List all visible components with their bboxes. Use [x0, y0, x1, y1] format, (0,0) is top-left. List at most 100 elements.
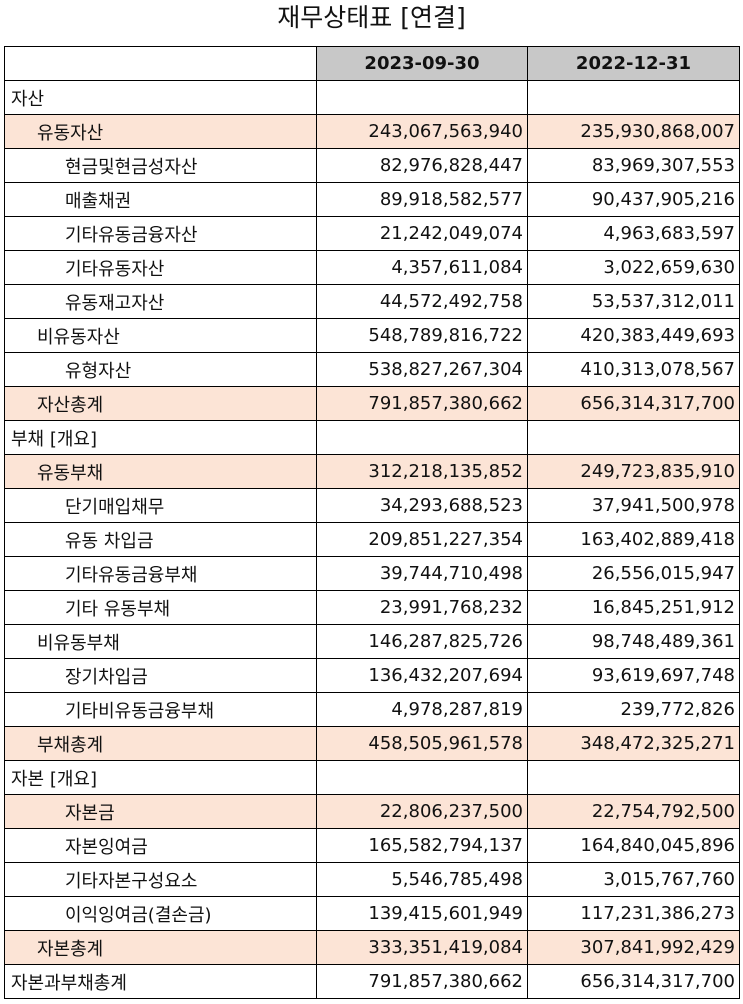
table-row: 장기차입금 136,432,207,694 93,619,697,748	[4, 658, 740, 693]
table-row: 비유동부채 146,287,825,726 98,748,489,361	[4, 624, 740, 659]
value-current	[316, 760, 528, 795]
row-label: 유동 차입금	[4, 522, 317, 557]
value-previous: 26,556,015,947	[527, 556, 740, 591]
table-row: 부채총계 458,505,961,578 348,472,325,271	[4, 726, 740, 761]
row-label: 유동재고자산	[4, 284, 317, 319]
value-current: 791,857,380,662	[316, 386, 528, 421]
value-current	[316, 80, 528, 115]
row-label: 자산	[4, 80, 317, 115]
value-previous: 656,314,317,700	[527, 964, 740, 999]
table-row: 기타 유동부채 23,991,768,232 16,845,251,912	[4, 590, 740, 625]
row-label: 단기매입채무	[4, 488, 317, 523]
table-row: 비유동자산 548,789,816,722 420,383,449,693	[4, 318, 740, 353]
value-current: 458,505,961,578	[316, 726, 528, 761]
value-previous: 16,845,251,912	[527, 590, 740, 625]
value-current: 139,415,601,949	[316, 896, 528, 931]
row-label: 부채총계	[4, 726, 317, 761]
value-previous	[527, 760, 740, 795]
value-previous: 348,472,325,271	[527, 726, 740, 761]
value-current: 243,067,563,940	[316, 114, 528, 149]
row-label: 기타유동금융부채	[4, 556, 317, 591]
header-date-previous: 2022-12-31	[527, 46, 740, 81]
row-label: 기타비유동금융부채	[4, 692, 317, 727]
table-row: 자본 [개요]	[4, 760, 740, 795]
table-row: 유형자산 538,827,267,304 410,313,078,567	[4, 352, 740, 387]
value-current: 23,991,768,232	[316, 590, 528, 625]
value-previous	[527, 420, 740, 455]
row-label: 기타 유동부채	[4, 590, 317, 625]
table-row: 자본과부채총계 791,857,380,662 656,314,317,700	[4, 964, 740, 999]
table-row: 현금및현금성자산 82,976,828,447 83,969,307,553	[4, 148, 740, 183]
value-previous: 249,723,835,910	[527, 454, 740, 489]
value-previous	[527, 80, 740, 115]
row-label: 부채 [개요]	[4, 420, 317, 455]
value-previous: 163,402,889,418	[527, 522, 740, 557]
header-row: 2023-09-30 2022-12-31	[4, 46, 740, 81]
value-current: 209,851,227,354	[316, 522, 528, 557]
row-label: 비유동부채	[4, 624, 317, 659]
value-previous: 410,313,078,567	[527, 352, 740, 387]
table-row: 자산총계 791,857,380,662 656,314,317,700	[4, 386, 740, 421]
row-label: 이익잉여금(결손금)	[4, 896, 317, 931]
value-previous: 53,537,312,011	[527, 284, 740, 319]
balance-sheet-table: 2023-09-30 2022-12-31 자산 유동자산 243,067,563,…	[4, 46, 740, 999]
value-previous: 656,314,317,700	[527, 386, 740, 421]
table-row: 자본잉여금 165,582,794,137 164,840,045,896	[4, 828, 740, 863]
value-current: 5,546,785,498	[316, 862, 528, 897]
value-current: 82,976,828,447	[316, 148, 528, 183]
value-current: 312,218,135,852	[316, 454, 528, 489]
row-label: 자산총계	[4, 386, 317, 421]
table-row: 매출채권 89,918,582,577 90,437,905,216	[4, 182, 740, 217]
table-row: 유동 차입금 209,851,227,354 163,402,889,418	[4, 522, 740, 557]
table-row: 자산	[4, 80, 740, 115]
page-title: 재무상태표 [연결]	[277, 3, 466, 32]
value-current: 44,572,492,758	[316, 284, 528, 319]
value-previous: 4,963,683,597	[527, 216, 740, 251]
row-label: 자본과부채총계	[4, 964, 317, 999]
value-current: 548,789,816,722	[316, 318, 528, 353]
value-current: 22,806,237,500	[316, 794, 528, 829]
row-label: 현금및현금성자산	[4, 148, 317, 183]
value-previous: 37,941,500,978	[527, 488, 740, 523]
value-current: 791,857,380,662	[316, 964, 528, 999]
row-label: 매출채권	[4, 182, 317, 217]
value-current: 136,432,207,694	[316, 658, 528, 693]
value-previous: 83,969,307,553	[527, 148, 740, 183]
value-current	[316, 420, 528, 455]
value-current: 4,357,611,084	[316, 250, 528, 285]
value-current: 39,744,710,498	[316, 556, 528, 591]
row-label: 유동부채	[4, 454, 317, 489]
value-current: 34,293,688,523	[316, 488, 528, 523]
value-current: 538,827,267,304	[316, 352, 528, 387]
row-label: 장기차입금	[4, 658, 317, 693]
row-label: 기타유동금융자산	[4, 216, 317, 251]
table-row: 기타유동자산 4,357,611,084 3,022,659,630	[4, 250, 740, 285]
row-label: 자본총계	[4, 930, 317, 965]
table-row: 기타자본구성요소 5,546,785,498 3,015,767,760	[4, 862, 740, 897]
table-row: 유동재고자산 44,572,492,758 53,537,312,011	[4, 284, 740, 319]
value-previous: 239,772,826	[527, 692, 740, 727]
table-row: 단기매입채무 34,293,688,523 37,941,500,978	[4, 488, 740, 523]
table-row: 기타유동금융부채 39,744,710,498 26,556,015,947	[4, 556, 740, 591]
value-current: 89,918,582,577	[316, 182, 528, 217]
header-date-current: 2023-09-30	[316, 46, 528, 81]
table-row: 유동자산 243,067,563,940 235,930,868,007	[4, 114, 740, 149]
value-current: 21,242,049,074	[316, 216, 528, 251]
row-label: 비유동자산	[4, 318, 317, 353]
table-row: 자본총계 333,351,419,084 307,841,992,429	[4, 930, 740, 965]
table-row: 이익잉여금(결손금) 139,415,601,949 117,231,386,273	[4, 896, 740, 931]
row-label: 자본잉여금	[4, 828, 317, 863]
row-label: 기타자본구성요소	[4, 862, 317, 897]
table-row: 부채 [개요]	[4, 420, 740, 455]
value-current: 4,978,287,819	[316, 692, 528, 727]
value-current: 333,351,419,084	[316, 930, 528, 965]
value-previous: 117,231,386,273	[527, 896, 740, 931]
value-previous: 307,841,992,429	[527, 930, 740, 965]
row-label: 기타유동자산	[4, 250, 317, 285]
value-previous: 93,619,697,748	[527, 658, 740, 693]
row-label: 자본금	[4, 794, 317, 829]
row-label: 자본 [개요]	[4, 760, 317, 795]
value-previous: 420,383,449,693	[527, 318, 740, 353]
value-previous: 164,840,045,896	[527, 828, 740, 863]
value-current: 146,287,825,726	[316, 624, 528, 659]
